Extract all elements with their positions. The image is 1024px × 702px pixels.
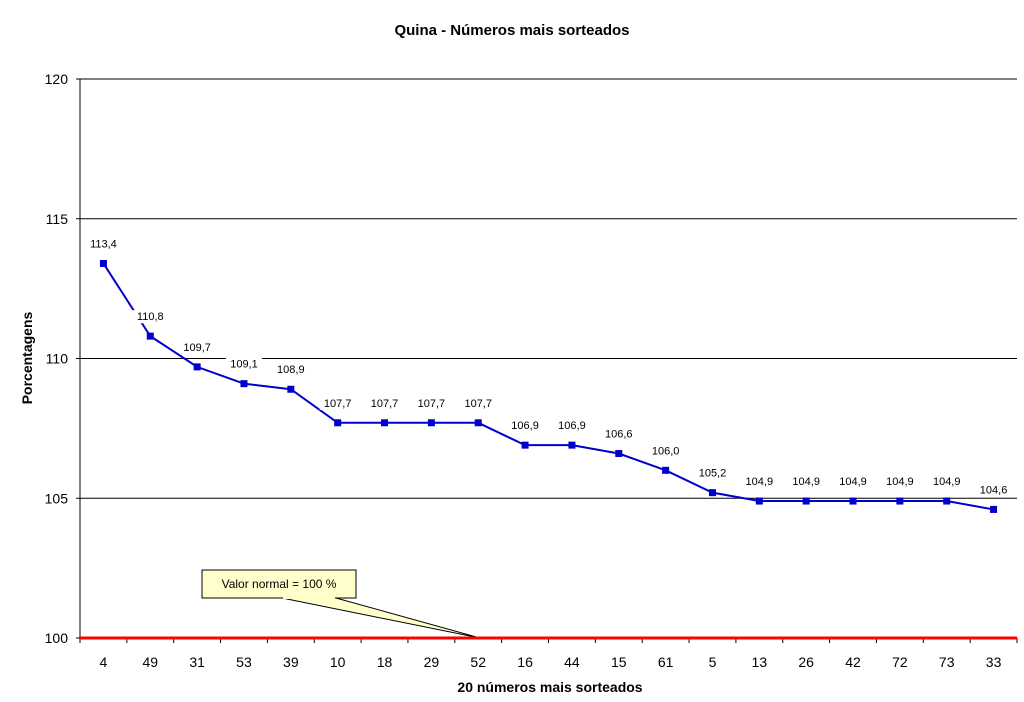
x-tick-label: 13 <box>752 654 768 670</box>
y-tick-label: 115 <box>46 211 69 227</box>
y-tick-label: 110 <box>46 351 69 367</box>
annotation-box <box>201 569 357 599</box>
data-label-bg <box>975 483 1012 497</box>
x-tick-label: 61 <box>658 654 674 670</box>
data-label: 105,2 <box>699 468 727 480</box>
x-tick-label: 26 <box>798 654 814 670</box>
data-label-bg <box>788 475 825 489</box>
annotation-pointer <box>281 597 481 639</box>
data-point <box>427 419 435 427</box>
x-tick-label: 39 <box>283 654 299 670</box>
data-label-bg <box>553 419 590 433</box>
data-label: 106,0 <box>652 445 680 457</box>
data-label-bg <box>460 396 497 410</box>
x-tick-label: 4 <box>100 654 108 670</box>
data-label: 106,6 <box>605 429 633 441</box>
data-label: 109,1 <box>230 359 258 371</box>
data-label: 104,9 <box>746 476 774 488</box>
data-label: 106,9 <box>558 420 586 432</box>
data-point <box>615 450 623 458</box>
data-point <box>708 489 716 497</box>
data-point <box>99 259 107 267</box>
x-tick-label: 16 <box>517 654 533 670</box>
data-label: 104,9 <box>792 476 820 488</box>
x-tick-label: 10 <box>330 654 346 670</box>
data-point <box>990 505 998 513</box>
data-label: 104,9 <box>839 476 867 488</box>
data-label-bg <box>741 475 778 489</box>
x-tick-label: 44 <box>564 654 580 670</box>
data-point <box>755 497 763 505</box>
data-point <box>662 466 670 474</box>
data-label: 107,7 <box>371 398 399 410</box>
x-tick-label: 73 <box>939 654 955 670</box>
y-tick-label: 105 <box>45 490 69 506</box>
data-label-bg <box>366 396 403 410</box>
data-point <box>474 419 482 427</box>
y-tick-label: 120 <box>45 71 69 87</box>
data-point <box>943 497 951 505</box>
data-label-bg <box>507 419 544 433</box>
data-point <box>802 497 810 505</box>
data-point <box>381 419 389 427</box>
x-tick-label: 53 <box>236 654 252 670</box>
annotation-text: Valor normal = 100 % <box>222 577 337 591</box>
data-label: 104,9 <box>933 476 961 488</box>
x-tick-label: 29 <box>424 654 440 670</box>
x-tick-label: 72 <box>892 654 908 670</box>
x-tick-label: 31 <box>189 654 205 670</box>
data-label-bg <box>132 310 169 324</box>
data-label-bg <box>835 475 872 489</box>
x-tick-label: 5 <box>709 654 717 670</box>
annotation-joint <box>283 597 335 599</box>
x-tick-label: 18 <box>377 654 393 670</box>
data-label-bg <box>881 475 918 489</box>
data-point <box>146 332 154 340</box>
data-label: 109,7 <box>183 342 211 354</box>
x-axis-title: 20 números mais sorteados <box>457 679 643 695</box>
data-label-bg <box>694 466 731 480</box>
data-label: 104,9 <box>886 476 914 488</box>
data-label: 107,7 <box>418 398 446 410</box>
data-label-bg <box>928 475 965 489</box>
data-label: 113,4 <box>90 238 117 250</box>
data-label-bg <box>413 396 450 410</box>
data-label-bg <box>319 396 356 410</box>
data-label-bg <box>272 363 309 377</box>
data-point <box>521 441 529 449</box>
x-tick-label: 42 <box>845 654 861 670</box>
data-point <box>896 497 904 505</box>
data-label-bg <box>179 340 216 354</box>
data-label: 107,7 <box>464 398 492 410</box>
x-tick-label: 49 <box>142 654 158 670</box>
data-point <box>240 380 248 388</box>
data-point <box>193 363 201 371</box>
x-tick-label: 33 <box>986 654 1002 670</box>
data-label: 110,8 <box>137 311 164 323</box>
data-label: 104,6 <box>980 484 1008 496</box>
chart-title: Quina - Números mais sorteados <box>394 22 630 39</box>
data-label: 108,9 <box>277 364 305 376</box>
y-tick-label: 100 <box>45 630 69 646</box>
data-point <box>287 385 295 393</box>
data-label-bg <box>225 357 262 371</box>
data-label-bg <box>85 237 122 251</box>
data-label-bg <box>600 427 637 441</box>
x-tick-label: 52 <box>470 654 486 670</box>
data-label: 106,9 <box>511 420 539 432</box>
data-label-bg <box>647 444 684 458</box>
data-label: 107,7 <box>324 398 352 410</box>
x-tick-label: 15 <box>611 654 627 670</box>
data-point <box>568 441 576 449</box>
data-point <box>334 419 342 427</box>
series-line <box>102 262 994 511</box>
data-point <box>849 497 857 505</box>
